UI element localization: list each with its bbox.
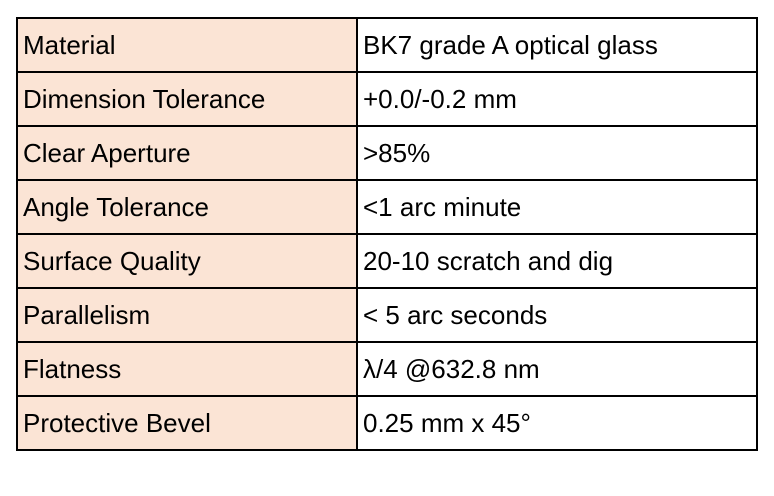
table-row: Angle Tolerance <1 arc minute: [16, 179, 758, 235]
spec-value-angle-tolerance: <1 arc minute: [356, 179, 758, 235]
spec-label-dimension-tolerance: Dimension Tolerance: [16, 71, 358, 127]
spec-value-material: BK7 grade A optical glass: [356, 17, 758, 73]
table-row: Flatness λ/4 @632.8 nm: [16, 341, 758, 397]
spec-value-parallelism: < 5 arc seconds: [356, 287, 758, 343]
table-row: Clear Aperture >85%: [16, 125, 758, 181]
table-row: Protective Bevel 0.25 mm x 45°: [16, 395, 758, 451]
table-row: Parallelism < 5 arc seconds: [16, 287, 758, 343]
table-row: Surface Quality 20-10 scratch and dig: [16, 233, 758, 289]
spec-value-flatness: λ/4 @632.8 nm: [356, 341, 758, 397]
spec-label-flatness: Flatness: [16, 341, 358, 397]
spec-label-clear-aperture: Clear Aperture: [16, 125, 358, 181]
spec-value-clear-aperture: >85%: [356, 125, 758, 181]
spec-value-surface-quality: 20-10 scratch and dig: [356, 233, 758, 289]
spec-label-material: Material: [16, 17, 358, 73]
spec-label-angle-tolerance: Angle Tolerance: [16, 179, 358, 235]
specifications-table: Material BK7 grade A optical glass Dimen…: [16, 17, 758, 451]
table-row: Dimension Tolerance +0.0/-0.2 mm: [16, 71, 758, 127]
spec-label-parallelism: Parallelism: [16, 287, 358, 343]
spec-label-protective-bevel: Protective Bevel: [16, 395, 358, 451]
spec-value-protective-bevel: 0.25 mm x 45°: [356, 395, 758, 451]
spec-label-surface-quality: Surface Quality: [16, 233, 358, 289]
table-row: Material BK7 grade A optical glass: [16, 17, 758, 73]
spec-value-dimension-tolerance: +0.0/-0.2 mm: [356, 71, 758, 127]
